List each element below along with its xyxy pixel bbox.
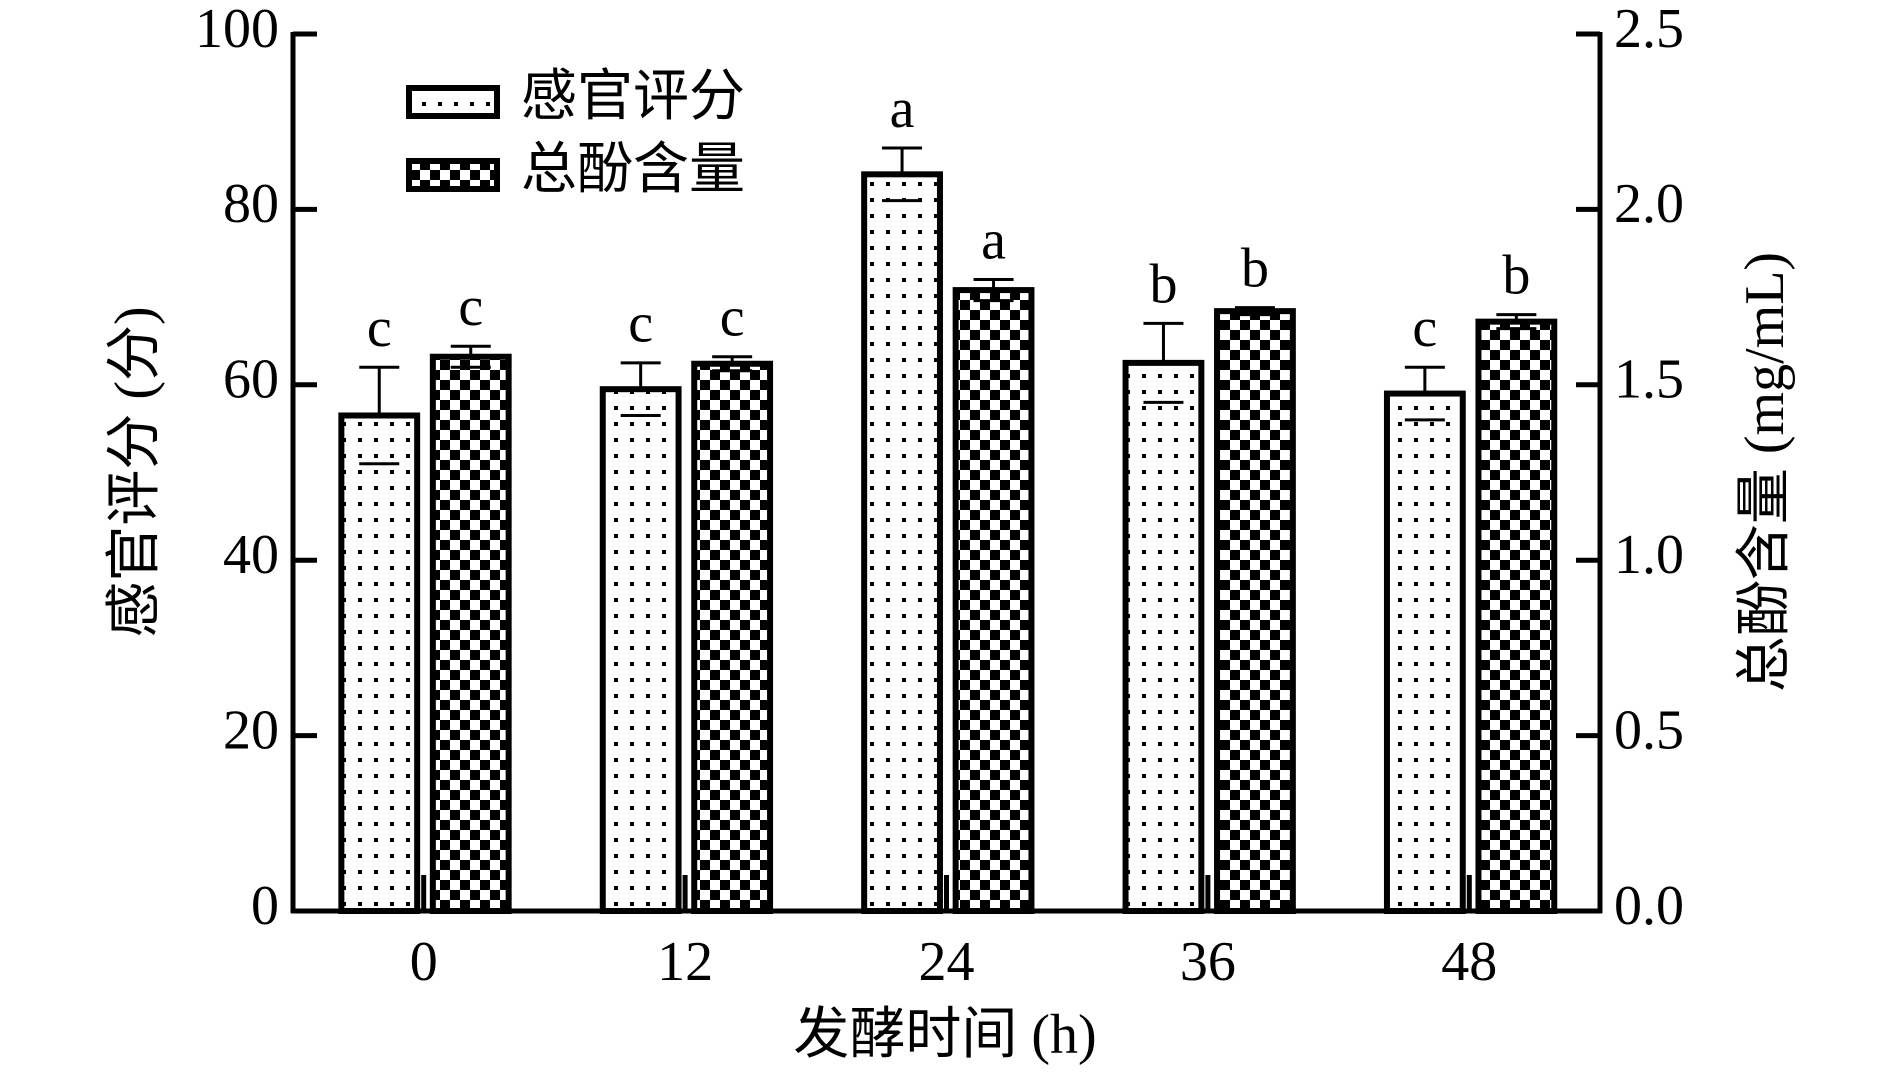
bar bbox=[691, 360, 774, 914]
x-tick-label: 24 bbox=[919, 931, 975, 993]
bar bbox=[1383, 390, 1466, 914]
legend-label: 感官评分 bbox=[521, 66, 745, 128]
y-axis-label: 感官评分 (分) bbox=[104, 306, 166, 637]
x-tick-label: 36 bbox=[1180, 931, 1236, 993]
legend-swatch bbox=[406, 85, 500, 119]
y2-tick-label: 2.0 bbox=[1614, 173, 1684, 235]
y2-tick-label: 1.5 bbox=[1614, 349, 1684, 411]
y2-tick-label: 2.5 bbox=[1614, 0, 1684, 60]
bar bbox=[952, 287, 1035, 915]
significance-letter: a bbox=[890, 78, 915, 140]
bar bbox=[1122, 359, 1205, 914]
significance-letter: c bbox=[1412, 297, 1437, 359]
bar bbox=[338, 412, 421, 914]
significance-letter: c bbox=[367, 297, 392, 359]
significance-letter: a bbox=[981, 209, 1006, 271]
y2-tick-label: 1.0 bbox=[1614, 524, 1684, 586]
bar bbox=[861, 171, 943, 914]
significance-letter: b bbox=[1241, 237, 1269, 299]
x-tick-label: 12 bbox=[657, 931, 713, 993]
y-tick-label: 60 bbox=[223, 349, 279, 411]
y-tick-label: 100 bbox=[195, 0, 279, 60]
bar bbox=[1475, 318, 1558, 914]
significance-letter: b bbox=[1149, 253, 1177, 315]
bar bbox=[599, 386, 682, 914]
significance-letter: b bbox=[1502, 244, 1530, 306]
y2-tick-label: 0.0 bbox=[1614, 875, 1684, 937]
significance-letter: c bbox=[628, 293, 653, 355]
y2-tick-label: 0.5 bbox=[1614, 699, 1684, 761]
y-tick-label: 0 bbox=[251, 875, 279, 937]
legend-label: 总酚含量 bbox=[521, 139, 745, 201]
significance-letter: c bbox=[720, 287, 745, 349]
x-axis-label: 发酵时间 (h) bbox=[793, 1004, 1096, 1066]
x-tick-label: 48 bbox=[1441, 931, 1497, 993]
y-tick-label: 80 bbox=[223, 173, 279, 235]
y-tick-label: 20 bbox=[223, 699, 279, 761]
bar bbox=[429, 353, 512, 914]
bar bbox=[1214, 308, 1296, 914]
y-tick-label: 40 bbox=[223, 524, 279, 586]
x-tick-label: 0 bbox=[410, 931, 438, 993]
legend-swatch bbox=[406, 158, 500, 192]
y2-axis-label: 总酚含量 (mg/mL) bbox=[1734, 252, 1796, 692]
significance-letter: c bbox=[458, 276, 483, 338]
